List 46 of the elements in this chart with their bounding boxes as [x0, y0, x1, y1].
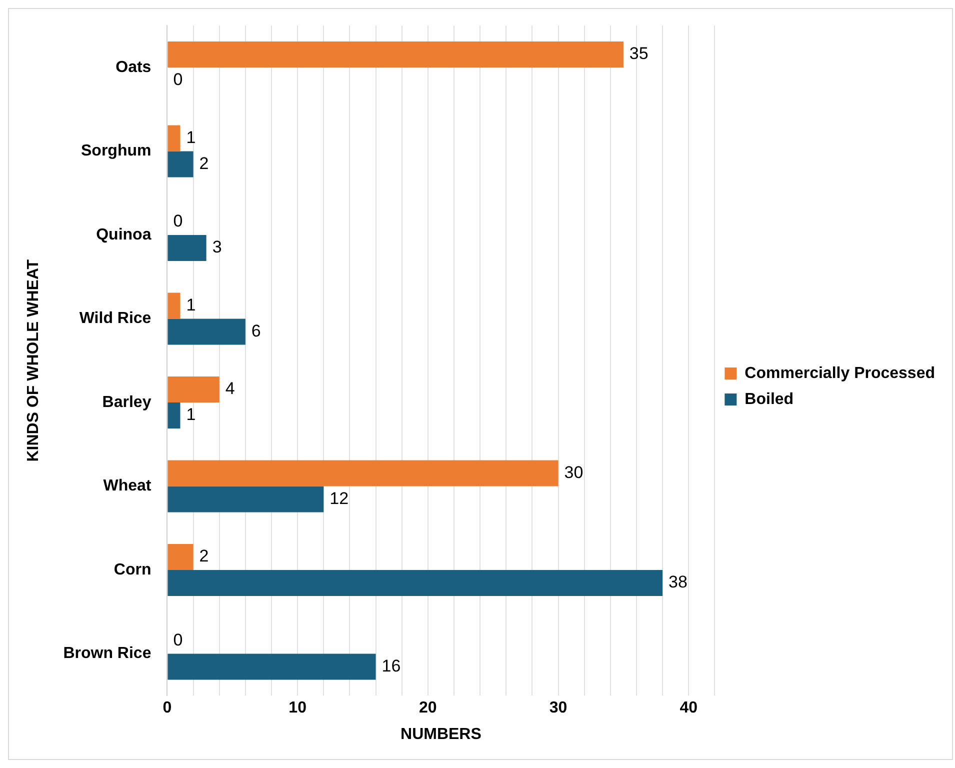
data-label: 2: [199, 546, 209, 566]
bar: [168, 42, 624, 68]
bar: [168, 318, 246, 345]
y-tick-label: Corn: [114, 561, 152, 578]
data-label: 0: [173, 70, 183, 90]
y-tick-label: Quinoa: [96, 226, 152, 244]
data-label: 30: [564, 462, 584, 482]
data-label: 16: [382, 656, 401, 676]
x-tick-label: 40: [680, 700, 698, 717]
data-label: 2: [199, 154, 209, 173]
data-label: 3: [212, 238, 222, 257]
legend-label: Boiled: [744, 390, 794, 408]
y-axis-title: KINDS OF WHOLE WHEAT: [25, 259, 42, 462]
data-label: 1: [186, 405, 196, 424]
bar: [168, 460, 558, 486]
y-tick-label: Oats: [116, 58, 152, 76]
bar: [168, 544, 194, 570]
bar: [168, 151, 194, 178]
bar: [168, 570, 663, 596]
y-tick-label: Wheat: [103, 478, 152, 495]
y-tick-label: Brown Rice: [63, 645, 152, 662]
data-label: 0: [173, 212, 183, 231]
bar: [168, 486, 324, 512]
data-label: 12: [330, 488, 349, 508]
x-tick-label: 0: [162, 700, 172, 717]
data-label: 0: [173, 630, 183, 650]
x-tick-label: 30: [549, 700, 568, 717]
data-label: 35: [629, 44, 648, 64]
data-label: 4: [225, 379, 235, 398]
bar: [168, 402, 180, 428]
y-tick-label: Sorghum: [80, 142, 152, 160]
bar: [168, 125, 180, 152]
bar: [168, 376, 220, 402]
x-tick-label: 20: [419, 700, 437, 717]
data-label: 1: [186, 295, 196, 314]
legend-label: Commercially Processed: [744, 364, 936, 382]
x-tick-label: 10: [288, 700, 307, 717]
x-axis-title: NUMBERS: [400, 726, 482, 743]
y-tick-label: Barley: [102, 394, 152, 411]
bar: [168, 654, 376, 680]
data-label: 38: [668, 572, 688, 592]
bar: [168, 292, 180, 319]
data-label: 6: [251, 321, 261, 340]
y-tick-label: Wild Rice: [79, 310, 152, 328]
bar: [168, 234, 206, 261]
data-label: 1: [186, 128, 196, 147]
